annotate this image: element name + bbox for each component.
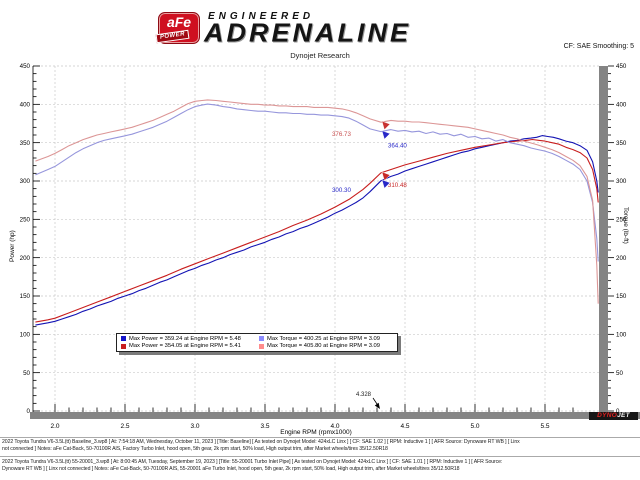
svg-text:4.0: 4.0 bbox=[330, 423, 339, 430]
svg-text:Engine RPM (rpmx1000): Engine RPM (rpmx1000) bbox=[280, 429, 352, 436]
legend-entry-max-torque-red: Max Torque = 405.80 at Engine RPM = 3.09 bbox=[259, 343, 399, 349]
svg-text:100: 100 bbox=[616, 332, 627, 339]
svg-text:400: 400 bbox=[20, 102, 31, 109]
left-axis-labels: 0 50 100 150 200 250 300 350 400 450 bbox=[20, 63, 31, 415]
svg-text:450: 450 bbox=[616, 63, 627, 70]
svg-text:50: 50 bbox=[616, 370, 623, 377]
left-axis bbox=[32, 65, 40, 412]
svg-text:150: 150 bbox=[616, 293, 627, 300]
legend-label: Max Torque = 400.25 at Engine RPM = 3.09 bbox=[267, 335, 381, 342]
svg-text:350: 350 bbox=[20, 140, 31, 147]
right-axis-labels: 0 50 100 150 200 250 300 350 400 450 bbox=[616, 63, 627, 415]
series-power-baseline-blue bbox=[35, 135, 599, 326]
smoothing-info: CF: SAE Smoothing: 5 bbox=[563, 43, 634, 50]
afe-logo-text: aFe bbox=[166, 14, 192, 30]
svg-text:450: 450 bbox=[20, 63, 31, 70]
legend-label: Max Torque = 405.80 at Engine RPM = 3.09 bbox=[267, 343, 381, 350]
svg-text:400: 400 bbox=[616, 102, 627, 109]
legend: Max Power = 359.24 at Engine RPM = 5.48 … bbox=[116, 333, 398, 352]
run-info-1-line-1: 2022 Toyota Tundra V6-3.5L(tt) Baseline_… bbox=[2, 439, 520, 445]
legend-entry-max-power-red: Max Power = 354.05 at Engine RPM = 5.41 bbox=[121, 343, 259, 349]
legend-swatch-blue-torque bbox=[259, 336, 264, 342]
legend-swatch-blue-power bbox=[121, 336, 126, 342]
svg-text:3.5: 3.5 bbox=[260, 423, 269, 430]
svg-text:300: 300 bbox=[616, 178, 627, 185]
run-info-2-line-1: 2022 Toyota Tundra V6-3.5L(tt) 55-20001_… bbox=[2, 459, 503, 465]
legend-entry-max-torque-blue: Max Torque = 400.25 at Engine RPM = 3.09 bbox=[259, 336, 399, 342]
afe-power-logo: aFe POWER bbox=[155, 12, 200, 44]
dynojet-logo: DYNOJET bbox=[589, 412, 638, 420]
legend-label: Max Power = 354.05 at Engine RPM = 5.41 bbox=[129, 343, 241, 350]
svg-text:250: 250 bbox=[20, 217, 31, 224]
footer-divider bbox=[0, 437, 640, 438]
svg-text:100: 100 bbox=[20, 332, 31, 339]
dynojet-logo-jet: JET bbox=[617, 412, 630, 419]
run-info-1-line-2: not connected ] Notes: aFe Cat-Back, 50-… bbox=[2, 446, 388, 452]
series-torque-turbo-inlet-red bbox=[35, 99, 599, 304]
svg-text:310.48: 310.48 bbox=[388, 182, 407, 189]
svg-text:364.40: 364.40 bbox=[388, 143, 407, 150]
x-axis bbox=[54, 404, 574, 412]
x-axis-labels: 2.0 2.5 3.0 3.5 4.0 4.5 5.0 5.5 bbox=[50, 423, 549, 430]
svg-text:5.5: 5.5 bbox=[540, 423, 549, 430]
run-info-2-line-2: Dynoware RT WB ] [ Linx not connected ] … bbox=[2, 466, 460, 472]
right-axis bbox=[608, 65, 614, 412]
legend-swatch-red-torque bbox=[259, 343, 264, 349]
svg-text:250: 250 bbox=[616, 217, 627, 224]
gridlines bbox=[33, 65, 599, 412]
cursor-marker: 4.328 bbox=[356, 392, 380, 409]
torque-axis-label: Torque (lb-ft) bbox=[622, 207, 629, 244]
engineered-text: ENGINEERED bbox=[208, 11, 315, 22]
svg-text:300.30: 300.30 bbox=[332, 187, 351, 194]
axis-bars bbox=[30, 66, 640, 419]
svg-text:350: 350 bbox=[616, 140, 627, 147]
svg-text:376.73: 376.73 bbox=[332, 131, 351, 138]
svg-text:200: 200 bbox=[20, 255, 31, 262]
svg-text:50: 50 bbox=[23, 370, 30, 377]
svg-text:200: 200 bbox=[616, 255, 627, 262]
adrenaline-text: ADRENALINE bbox=[204, 18, 412, 48]
series-torque-baseline-blue bbox=[35, 103, 599, 262]
svg-text:2.5: 2.5 bbox=[120, 423, 129, 430]
power-axis-label: Power (hp) bbox=[9, 230, 16, 262]
svg-text:4.5: 4.5 bbox=[400, 423, 409, 430]
legend-swatch-red-power bbox=[121, 343, 126, 349]
legend-label: Max Power = 359.24 at Engine RPM = 5.48 bbox=[129, 335, 241, 342]
svg-text:3.0: 3.0 bbox=[190, 423, 199, 430]
series-power-turbo-inlet-red bbox=[35, 138, 599, 323]
svg-text:5.0: 5.0 bbox=[470, 423, 479, 430]
chart-title: Dynojet Research bbox=[290, 51, 350, 60]
legend-entry-max-power-blue: Max Power = 359.24 at Engine RPM = 5.48 bbox=[121, 336, 259, 342]
svg-text:2.0: 2.0 bbox=[50, 423, 59, 430]
svg-text:0: 0 bbox=[27, 408, 31, 415]
x-axis-title: Engine RPM (rpmx1000) bbox=[280, 429, 352, 436]
svg-text:0: 0 bbox=[616, 408, 620, 415]
footer-divider bbox=[0, 456, 640, 457]
annotations: 376.73 364.40 310.48 300.30 bbox=[332, 120, 407, 194]
dynojet-logo-dyno: DYNO bbox=[597, 412, 618, 419]
svg-text:4.328: 4.328 bbox=[356, 392, 372, 398]
svg-text:300: 300 bbox=[20, 178, 31, 185]
svg-text:150: 150 bbox=[20, 293, 31, 300]
